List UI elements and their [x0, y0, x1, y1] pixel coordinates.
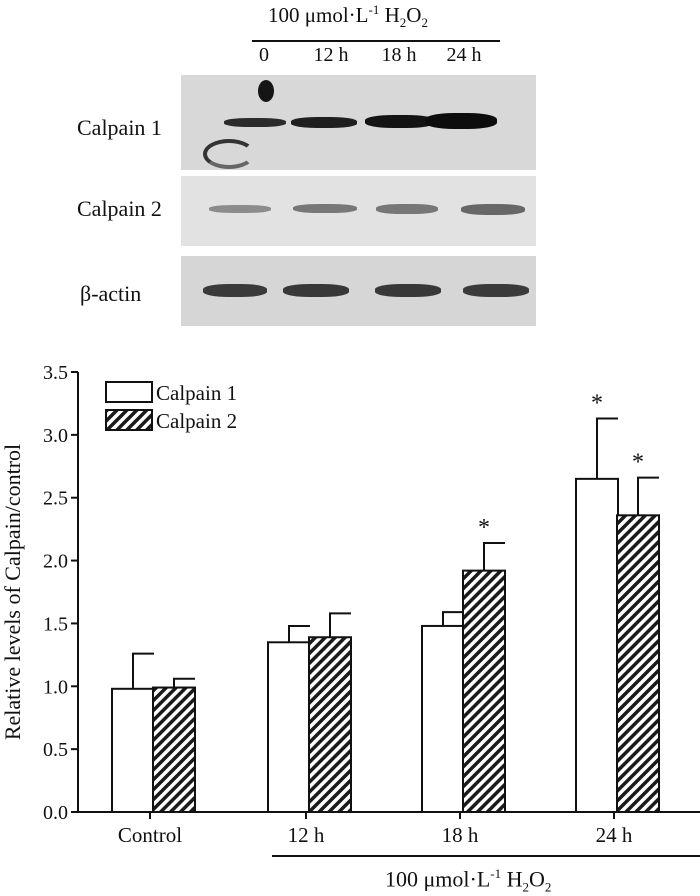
x-tick-label: 12 h — [288, 823, 325, 847]
y-axis-title: Relative levels of Calpain/control — [0, 444, 25, 740]
x-group-label: 100 μmol·L-1 H2O2 — [385, 866, 552, 895]
bar-calpain-2 — [152, 686, 196, 813]
bar-calpain-1 — [111, 687, 155, 813]
blot-treatment-line — [252, 40, 500, 42]
bar-calpain-2 — [308, 636, 352, 813]
blot-band — [203, 284, 267, 297]
x-tick-label: 24 h — [596, 823, 633, 847]
blot-band — [291, 117, 357, 128]
lane-label-12h: 12 h — [313, 44, 349, 66]
legend-label: Calpain 1 — [156, 381, 237, 405]
blot-strip-beta-actin — [181, 256, 536, 326]
bar-calpain-1 — [421, 624, 465, 814]
y-tick-label: 2.5 — [43, 488, 68, 510]
y-tick-label: 0.0 — [43, 802, 68, 824]
significance-marker: * — [591, 391, 603, 417]
legend-label: Calpain 2 — [156, 409, 237, 433]
blot-band — [376, 204, 438, 214]
bar-calpain-1 — [267, 641, 311, 813]
blot-row-label-beta-actin: β-actin — [80, 281, 142, 306]
blot-band — [461, 204, 525, 215]
x-group-line — [272, 855, 700, 857]
y-tick-label: 3.0 — [43, 425, 68, 447]
blot-band — [224, 118, 286, 127]
blot-strip-calpain2 — [181, 176, 536, 246]
blot-strip-calpain1 — [181, 75, 536, 170]
y-tick-label: 3.5 — [43, 362, 68, 384]
blot-band — [365, 115, 435, 128]
x-tick-label: 18 h — [442, 823, 479, 847]
significance-marker: * — [478, 515, 490, 541]
blot-treatment-label: 100 μmol·L-1 H2O2 — [268, 2, 428, 31]
y-tick-label: 1.5 — [43, 613, 68, 635]
lane-label-0: 0 — [259, 44, 269, 66]
blot-band — [283, 284, 349, 297]
bar-calpain-2 — [616, 514, 660, 813]
legend-swatch-calpain-1 — [105, 381, 153, 403]
blot-row-label-calpain1: Calpain 1 — [77, 115, 162, 140]
blot-row-label-calpain2: Calpain 2 — [77, 196, 162, 221]
lane-label-24h: 24 h — [446, 44, 482, 66]
significance-marker: * — [632, 450, 644, 476]
bar-calpain-1 — [575, 477, 619, 813]
legend-swatch-calpain-2 — [105, 409, 153, 431]
blot-band — [375, 284, 441, 297]
blot-band — [209, 205, 271, 213]
blot-artifact — [258, 80, 274, 102]
y-tick-label: 0.5 — [43, 739, 68, 761]
blot-band — [425, 113, 497, 129]
blot-artifact — [203, 139, 255, 169]
y-tick-label: 1.0 — [43, 676, 68, 698]
bar-calpain-2 — [462, 569, 506, 814]
blot-band — [293, 204, 357, 213]
lane-label-18h: 18 h — [381, 44, 417, 66]
x-tick-label: Control — [118, 823, 182, 847]
blot-band — [463, 284, 529, 297]
y-tick-label: 2.0 — [43, 551, 68, 573]
